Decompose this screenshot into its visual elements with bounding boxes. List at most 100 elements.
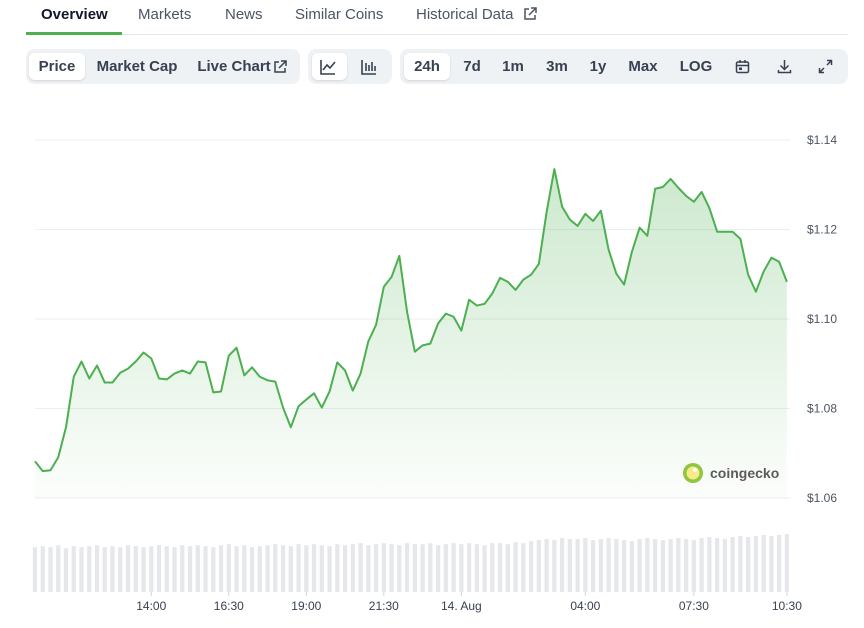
volume-bar — [567, 539, 572, 592]
range-button[interactable]: Max — [628, 58, 658, 75]
watermark-logo — [693, 468, 697, 472]
range-button[interactable]: 3m — [546, 58, 568, 75]
candle-chart-button[interactable] — [361, 59, 377, 75]
volume-bar — [180, 545, 185, 592]
volume-bar — [676, 538, 681, 592]
volume-bar — [273, 544, 278, 592]
volume-bar — [304, 545, 309, 592]
tab[interactable]: Historical Data — [416, 6, 514, 23]
active-tab-underline — [26, 32, 122, 35]
volume-bar — [234, 546, 239, 592]
volume-bar — [164, 546, 169, 592]
volume-bar — [319, 545, 324, 592]
volume-bar — [172, 547, 177, 592]
volume-bar — [629, 541, 634, 592]
volume-bar — [420, 544, 425, 592]
volume-bar — [528, 541, 534, 592]
calendar-button[interactable] — [735, 59, 750, 74]
volume-bar — [48, 547, 53, 592]
volume-bar — [242, 545, 247, 592]
volume-bar — [141, 547, 146, 592]
volume-bar — [257, 546, 262, 592]
volume-bar — [637, 539, 642, 592]
y-tick-label: $1.12 — [807, 223, 837, 237]
mode-button[interactable]: Price — [38, 58, 76, 75]
mode-button[interactable]: Live Chart — [197, 58, 271, 75]
range-button[interactable]: 24h — [414, 58, 440, 75]
volume-bar — [691, 540, 696, 592]
volume-bar — [575, 539, 580, 592]
volume-bar — [40, 546, 45, 592]
volume-bar — [335, 544, 340, 592]
tab[interactable]: Similar Coins — [295, 6, 384, 23]
volume-bar — [459, 544, 464, 592]
volume-bar — [583, 538, 588, 592]
volume-bar — [443, 544, 448, 592]
volume-bar — [397, 545, 402, 592]
volume-bar — [110, 546, 115, 592]
x-tick-label: 07:30 — [679, 599, 709, 613]
volume-bar — [536, 540, 541, 592]
tab[interactable]: Markets — [138, 6, 192, 23]
range-button[interactable]: 7d — [463, 58, 481, 75]
volume-bar — [311, 544, 317, 592]
volume-bar — [56, 545, 61, 592]
volume-bar — [280, 545, 286, 592]
volume-bar — [746, 537, 751, 592]
volume-bar — [559, 538, 565, 592]
active-range — [404, 53, 450, 80]
volume-bar — [187, 546, 193, 592]
range-button[interactable]: 1y — [589, 58, 607, 75]
fullscreen-button[interactable] — [818, 59, 833, 74]
x-tick-label: 19:00 — [291, 599, 321, 613]
volume-bar — [598, 539, 603, 592]
tab[interactable]: Overview — [41, 6, 108, 23]
volume-bar — [722, 539, 728, 592]
volume-bar — [296, 544, 301, 592]
watermark-logo — [686, 466, 700, 480]
volume-bar — [466, 543, 472, 592]
volume-bar — [769, 536, 774, 592]
volume-bar — [412, 544, 417, 592]
volume-bar — [389, 544, 394, 592]
volume-bar — [668, 539, 673, 592]
volume-bar — [226, 544, 231, 592]
volume-bar — [513, 542, 518, 592]
range-button[interactable]: 1m — [502, 58, 524, 75]
watermark: coingecko — [683, 463, 779, 483]
y-tick-label: $1.10 — [807, 312, 837, 326]
volume-bar — [606, 538, 611, 592]
volume-bar — [32, 547, 38, 592]
tab[interactable]: News — [225, 6, 263, 23]
volume-bar — [79, 547, 84, 592]
x-tick-label: 16:30 — [214, 599, 244, 613]
mode-button[interactable]: Market Cap — [96, 58, 178, 75]
volume-bar — [474, 544, 479, 592]
volume-bar — [435, 545, 441, 592]
volume-bar — [149, 546, 154, 592]
volume-bar — [133, 546, 138, 592]
volume-bar — [102, 547, 107, 592]
range-button[interactable]: LOG — [679, 58, 713, 75]
volume-bar — [327, 546, 332, 592]
volume-bar — [505, 544, 510, 592]
volume-bar — [358, 543, 363, 592]
external-link-icon — [524, 7, 537, 20]
volume-bar — [118, 547, 123, 592]
x-tick-label: 14. Aug — [441, 599, 482, 613]
x-tick-label: 10:30 — [772, 599, 802, 613]
volume-bar — [203, 546, 208, 592]
tab-bar-line — [26, 34, 848, 35]
volume-bar — [707, 537, 712, 592]
volume-bar — [660, 540, 665, 592]
x-tick-label: 14:00 — [136, 599, 166, 613]
volume-bar — [265, 545, 270, 592]
download-button[interactable] — [777, 59, 792, 74]
active-mode — [28, 53, 86, 80]
volume-bar — [249, 547, 255, 592]
volume-bar — [715, 538, 720, 592]
volume-bar — [342, 545, 348, 592]
line-chart-button[interactable] — [320, 59, 336, 75]
range-group — [400, 49, 848, 84]
